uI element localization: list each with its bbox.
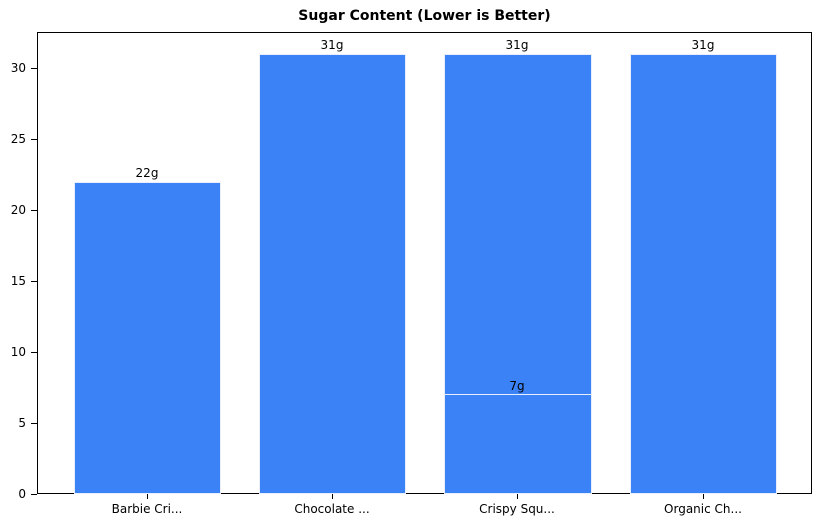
chart-title: Sugar Content (Lower is Better) [298, 8, 551, 24]
bar-organic [630, 54, 777, 494]
bar-chocolate [259, 54, 406, 494]
x-tick [703, 494, 704, 499]
x-tick-label: Crispy Squ... [479, 502, 555, 516]
y-tick [31, 281, 37, 282]
bar-value-label: 31g [320, 38, 344, 52]
bar-value-label: 31g [505, 38, 529, 52]
x-tick-label: Organic Ch... [664, 502, 742, 516]
x-tick-label: Barbie Cri... [111, 502, 183, 516]
x-tick [517, 494, 518, 499]
x-tick [332, 494, 333, 499]
bar-value-label: 22g [135, 166, 159, 180]
y-tick-label: 0 [18, 487, 26, 501]
bar-crispy-overlay [444, 394, 592, 494]
bar-overlay-value-label: 7g [509, 379, 525, 393]
x-tick [147, 494, 148, 499]
plot-area [37, 32, 812, 494]
y-tick [31, 68, 37, 69]
y-tick [31, 139, 37, 140]
y-tick-label: 30 [10, 61, 26, 75]
y-tick [31, 423, 37, 424]
bar-value-label: 31g [691, 38, 715, 52]
y-tick-label: 5 [18, 416, 26, 430]
bar-barbie [74, 182, 221, 494]
y-tick-label: 10 [10, 345, 26, 359]
y-tick [31, 352, 37, 353]
y-tick-label: 15 [10, 274, 26, 288]
y-tick-label: 20 [10, 203, 26, 217]
x-tick-label: Chocolate ... [294, 502, 370, 516]
y-tick [31, 210, 37, 211]
y-tick-label: 25 [10, 132, 26, 146]
y-tick [31, 494, 37, 495]
